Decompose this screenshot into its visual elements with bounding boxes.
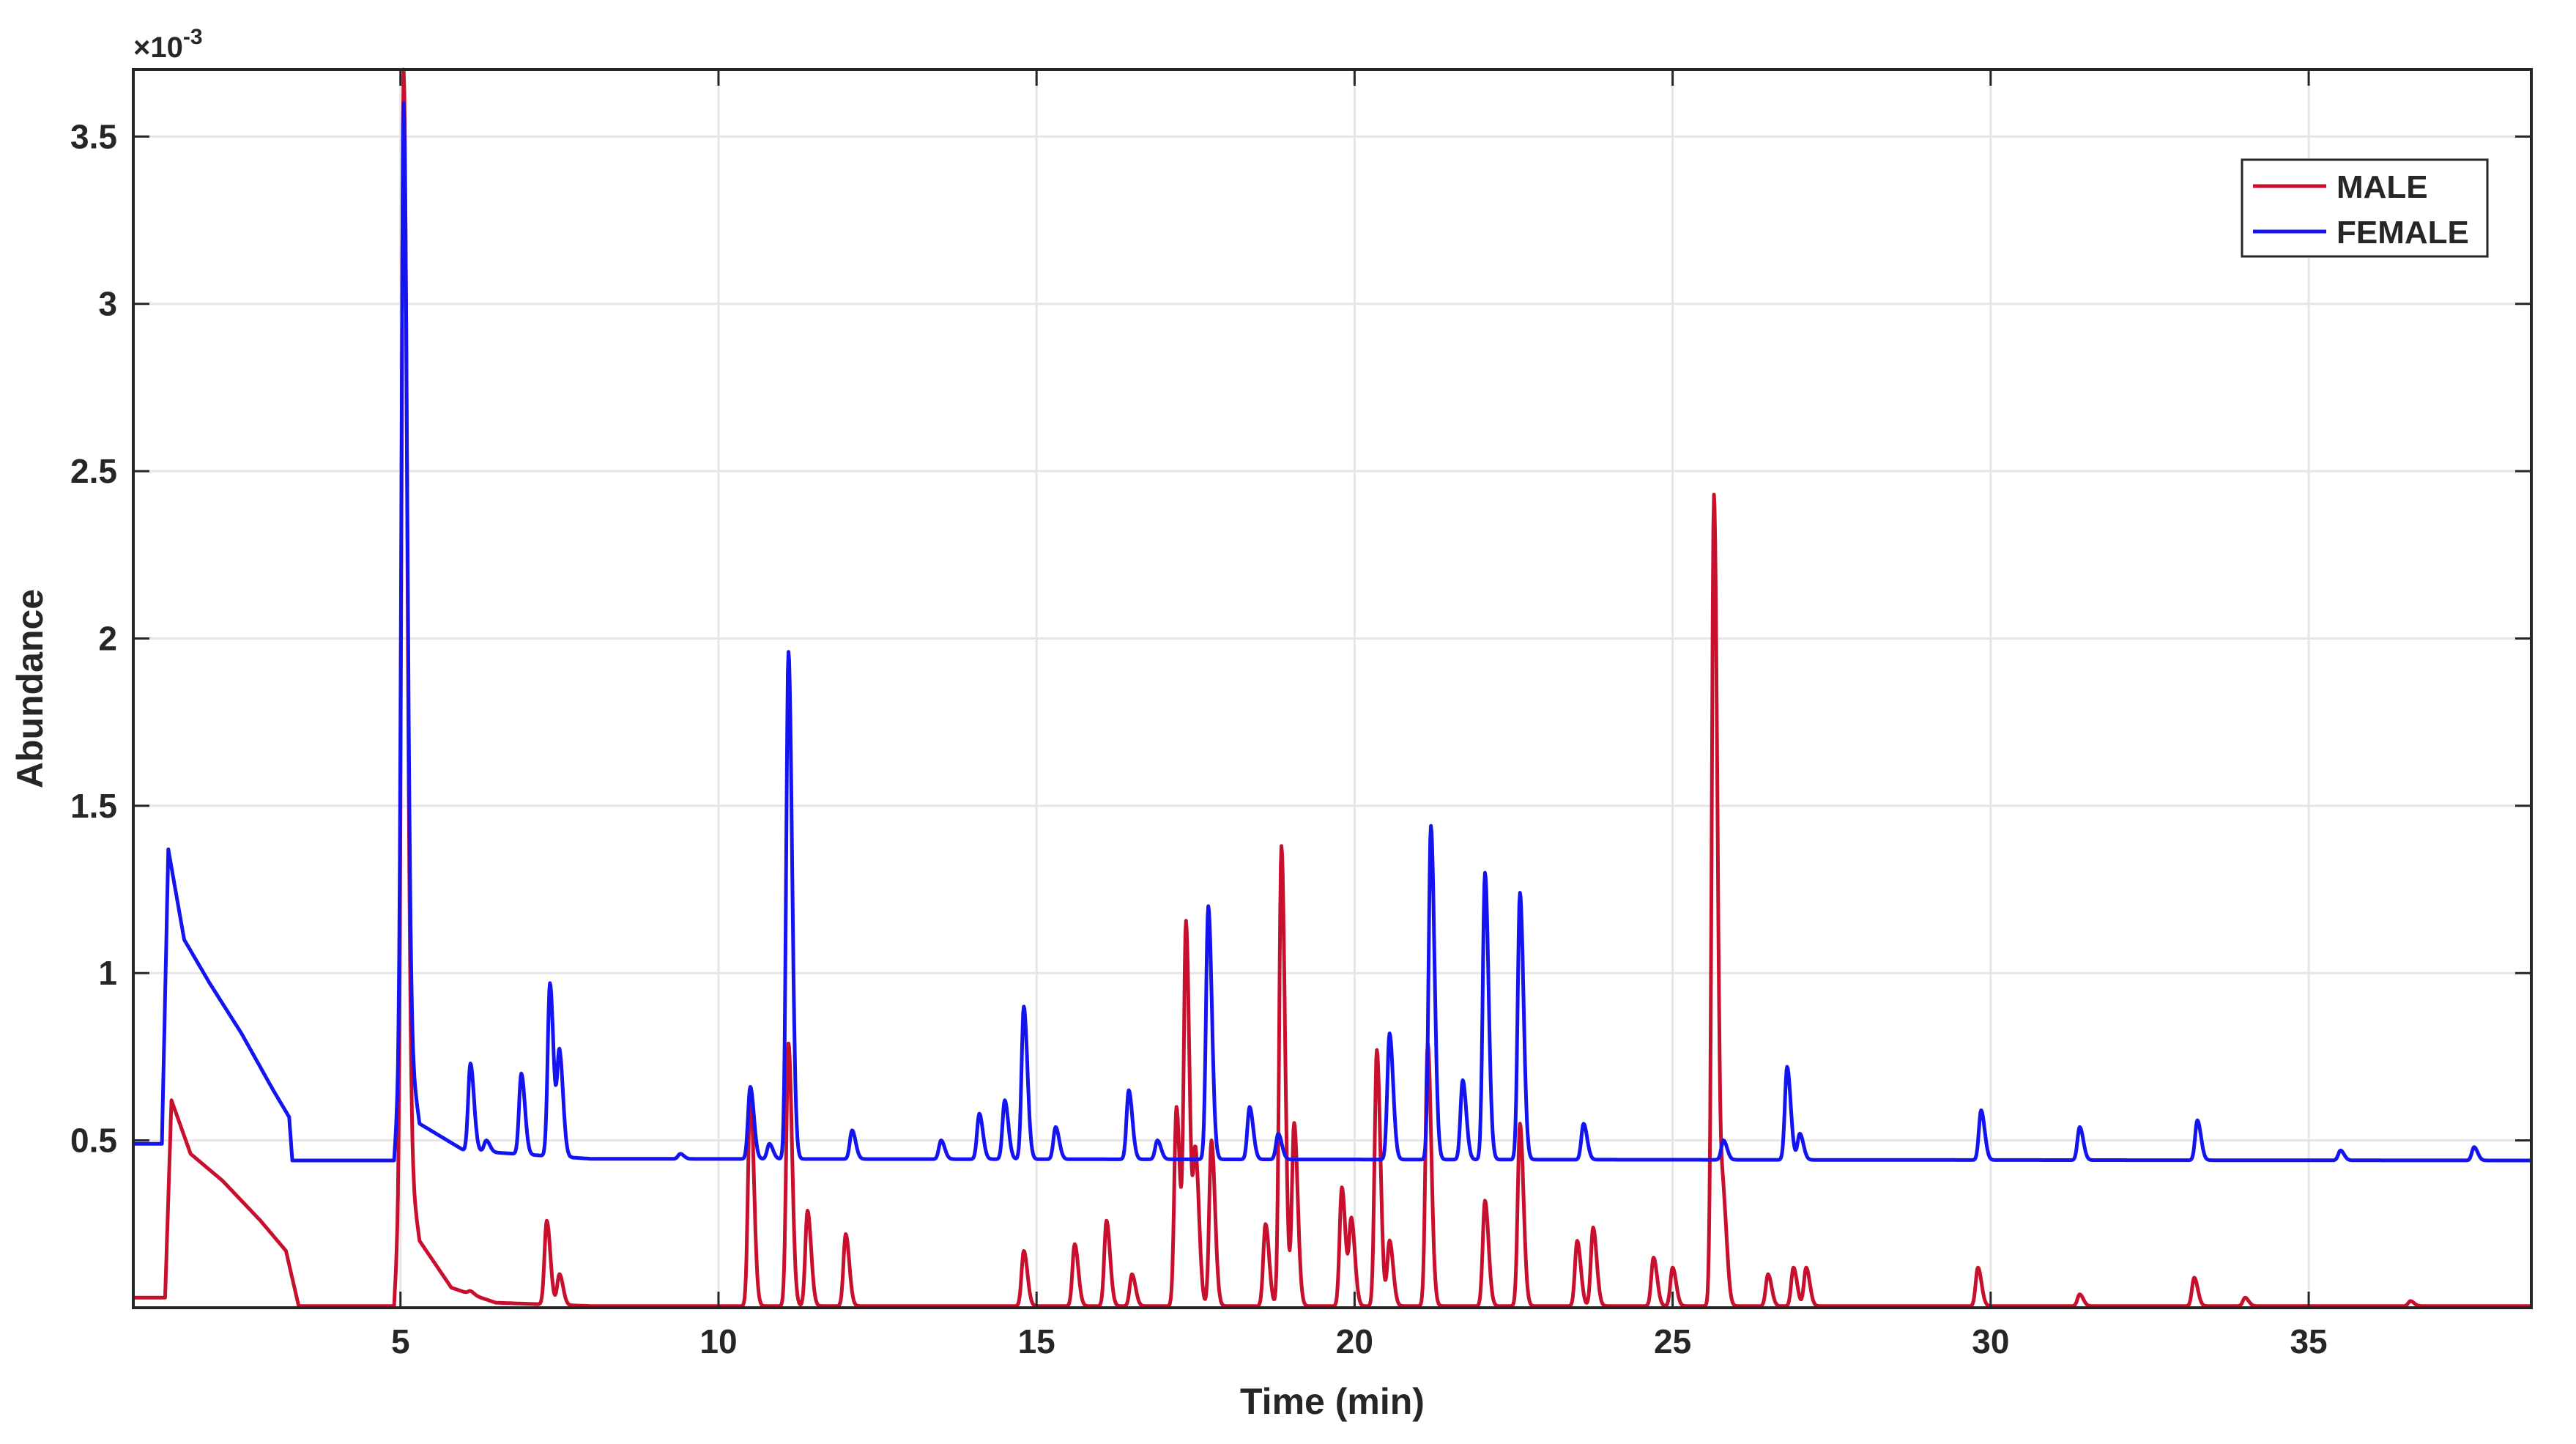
series-line-male — [132, 67, 2533, 1308]
legend-box — [2241, 158, 2489, 258]
grid — [133, 70, 2531, 1308]
x-tick-label: 35 — [2290, 1322, 2327, 1360]
series-layer — [132, 67, 2533, 1308]
y-axis-title: Abundance — [10, 589, 51, 788]
y-tick-label: 1 — [98, 954, 117, 992]
legend-label-male: MALE — [2336, 169, 2428, 205]
x-axis-title: Time (min) — [1240, 1381, 1425, 1422]
y-exponent-base: ×10 — [133, 32, 183, 64]
plot-frame — [132, 68, 2533, 1309]
x-tick-label: 5 — [391, 1322, 410, 1360]
series-line-female — [132, 101, 2533, 1163]
x-tick-label: 30 — [1972, 1322, 2009, 1360]
x-tick-label: 20 — [1336, 1322, 1373, 1360]
y-tick-label: 2.5 — [70, 452, 117, 490]
x-tick-label: 15 — [1018, 1322, 1055, 1360]
y-tick-label: 3.5 — [70, 117, 117, 155]
y-exponent-label: ×10-3 — [133, 25, 203, 64]
y-exponent-power: -3 — [183, 25, 203, 49]
plot-background — [133, 70, 2531, 1308]
x-tick-label: 25 — [1654, 1322, 1691, 1360]
y-tick-label: 3 — [98, 285, 117, 323]
y-tick-label: 1.5 — [70, 787, 117, 825]
y-tick-label: 0.5 — [70, 1122, 117, 1160]
y-tick-label: 2 — [98, 619, 117, 657]
legend-label-female: FEMALE — [2336, 215, 2469, 251]
x-tick-label: 10 — [699, 1322, 737, 1360]
ticks: 5 10 15 20 25 30 35 0.5 1 1.5 2 2.5 3 3.5 — [70, 70, 2531, 1360]
legend: MALE FEMALE — [2241, 158, 2489, 258]
